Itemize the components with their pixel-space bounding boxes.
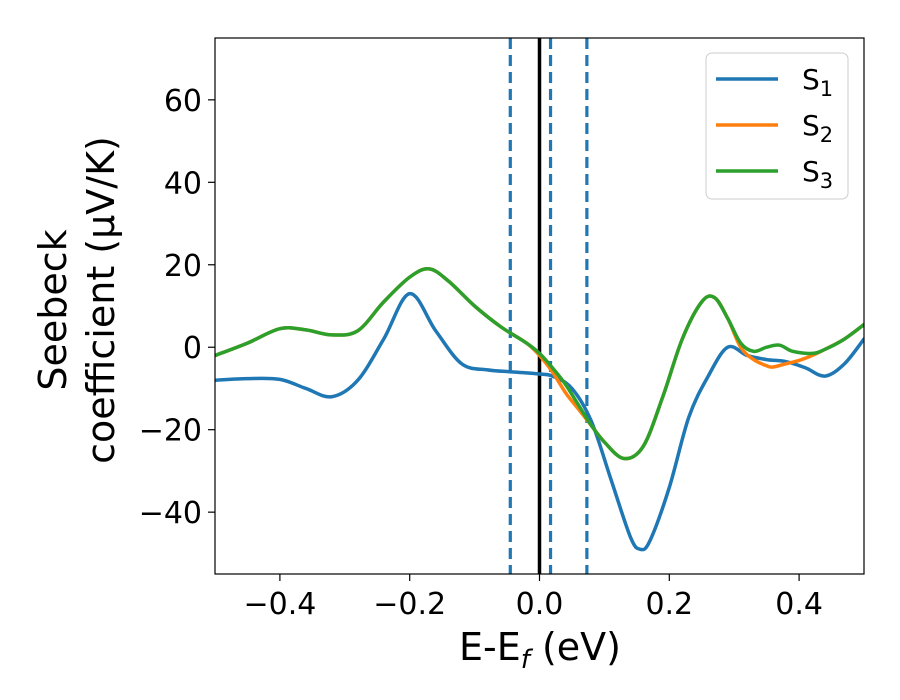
x-tick-label: 0.4 <box>775 587 823 622</box>
legend-label-s2: S2 <box>802 109 833 147</box>
y-tick-label: 40 <box>164 166 202 201</box>
legend-label-s3: S3 <box>802 155 833 193</box>
y-tick-label: −40 <box>139 496 202 531</box>
x-tick-label: 0.0 <box>516 587 564 622</box>
y-tick-label: 20 <box>164 249 202 284</box>
x-tick-label: −0.2 <box>373 587 446 622</box>
legend-label-s1: S1 <box>802 63 833 101</box>
y-tick-label: −20 <box>139 414 202 449</box>
y-tick-label: 0 <box>183 331 202 366</box>
legend: S1 S2 S3 <box>705 52 849 200</box>
series-line-s3 <box>215 267 864 461</box>
y-axis-label-line2: coefficient (μV/K) <box>79 136 123 464</box>
x-tick-label: −0.4 <box>243 587 316 622</box>
x-tick-label: 0.2 <box>645 587 693 622</box>
x-axis-label: E-Ef (eV) <box>459 625 621 675</box>
series-line-s1 <box>215 291 864 552</box>
y-axis-label-line1: Seebeck <box>31 229 75 390</box>
y-tick-label: 60 <box>164 84 202 119</box>
